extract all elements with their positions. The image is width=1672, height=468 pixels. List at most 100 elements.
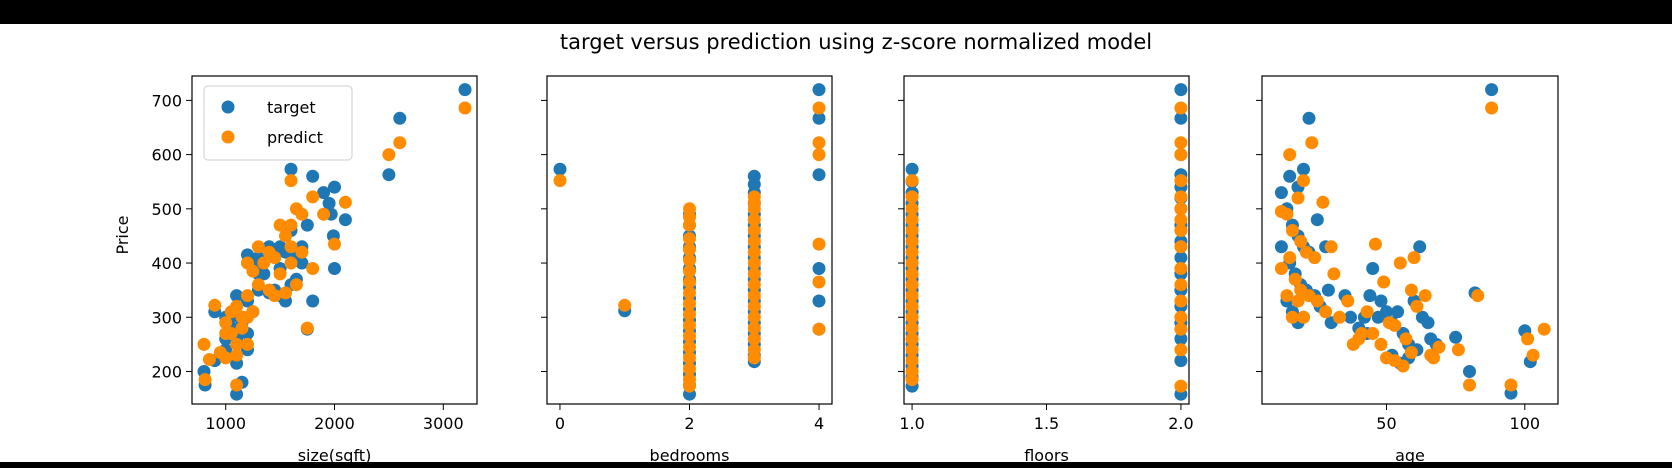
predict-point <box>1283 148 1297 162</box>
predict-point <box>219 327 233 340</box>
predict-point <box>618 298 632 312</box>
y-axis-label: Price <box>113 215 132 254</box>
x-axis-label: bedrooms <box>650 446 730 462</box>
predict-point <box>1288 272 1302 286</box>
target-point <box>393 111 407 125</box>
target-point <box>1321 283 1335 297</box>
predict-point <box>1399 332 1413 346</box>
predict-point <box>1291 191 1305 205</box>
predict-point <box>1366 327 1380 340</box>
predict-point <box>747 321 761 335</box>
predict-point <box>219 351 233 365</box>
predict-point <box>295 245 309 259</box>
predict-point <box>1360 305 1374 319</box>
predict-point <box>1174 322 1188 336</box>
x-tick-label: 1.0 <box>899 414 924 433</box>
predict-point <box>747 299 761 313</box>
panel-3: 1.0 1.5 2.0 floors <box>898 75 1194 462</box>
predict-point <box>747 190 761 204</box>
predict-point <box>905 190 919 204</box>
predict-point <box>812 101 826 115</box>
predict-point <box>393 136 407 150</box>
predict-point <box>905 321 919 335</box>
predict-point <box>905 343 919 357</box>
predict-point <box>812 136 826 150</box>
target-point <box>1449 330 1463 344</box>
predict-point <box>1393 256 1407 270</box>
predict-point <box>1174 278 1188 292</box>
legend-label-predict: predict <box>267 128 323 147</box>
predict-point <box>1451 343 1465 357</box>
target-point <box>553 162 567 176</box>
predict-point <box>338 195 352 209</box>
predict-point <box>905 234 919 248</box>
predict-point <box>905 310 919 324</box>
predict-point <box>295 207 309 221</box>
predict-point <box>257 256 271 270</box>
predict-point <box>683 264 696 278</box>
predict-point <box>747 332 761 346</box>
series-predict-panel-2 <box>553 101 826 393</box>
predict-point <box>1471 289 1485 303</box>
predict-point <box>1283 251 1297 265</box>
predict-point <box>683 232 696 246</box>
predict-point <box>1537 322 1551 336</box>
predict-point <box>747 213 761 227</box>
x-axis-label: size(sqft) <box>298 446 372 462</box>
predict-point <box>1504 378 1518 392</box>
predict-point <box>1174 202 1188 216</box>
target-point <box>458 83 472 97</box>
x-tick-label: 100 <box>1510 414 1541 433</box>
predict-point <box>1316 195 1330 209</box>
y-tick-label: 400 <box>151 254 182 273</box>
predict-point <box>1297 310 1310 324</box>
predict-point <box>1174 213 1188 227</box>
legend-marker-target <box>221 100 235 114</box>
x-tick-label: 2 <box>684 414 694 433</box>
axes-frame <box>903 75 1190 405</box>
predict-point <box>747 278 761 292</box>
target-point <box>1297 162 1310 176</box>
x-axis-label: floors <box>1024 446 1069 462</box>
predict-point <box>241 337 254 351</box>
predict-point <box>1174 262 1188 275</box>
predict-point <box>683 253 696 267</box>
predict-point <box>1410 299 1424 313</box>
target-point <box>1174 251 1188 265</box>
predict-point <box>747 234 761 248</box>
predict-point <box>747 224 761 237</box>
predict-point <box>1463 378 1476 392</box>
predict-point <box>683 351 696 365</box>
target-point <box>300 218 314 232</box>
predict-point <box>747 310 761 324</box>
target-point <box>1274 186 1288 200</box>
target-point <box>812 168 826 182</box>
predict-point <box>683 275 696 289</box>
predict-point <box>905 213 919 227</box>
predict-point <box>1521 332 1535 346</box>
predict-point <box>1310 294 1324 308</box>
predict-point <box>905 332 919 346</box>
predict-point <box>1174 148 1188 162</box>
predict-point <box>458 101 472 115</box>
predict-point <box>1327 267 1341 281</box>
target-point <box>338 213 352 227</box>
predict-point <box>1280 207 1294 221</box>
predict-point <box>1174 174 1188 188</box>
predict-point <box>1174 379 1188 393</box>
target-point <box>1421 316 1435 330</box>
y-tick-label: 600 <box>151 146 182 165</box>
predict-point <box>905 224 919 237</box>
target-point <box>1174 354 1188 368</box>
predict-point <box>1174 294 1188 308</box>
predict-point <box>812 148 826 162</box>
predict-point <box>683 297 696 311</box>
predict-point <box>905 256 919 270</box>
predict-point <box>284 218 298 232</box>
predict-point <box>235 310 249 324</box>
x-tick-label: 50 <box>1376 414 1396 433</box>
predict-point <box>1297 174 1310 188</box>
predict-point <box>1388 318 1402 332</box>
legend-box <box>203 85 353 161</box>
predict-point <box>268 251 282 265</box>
